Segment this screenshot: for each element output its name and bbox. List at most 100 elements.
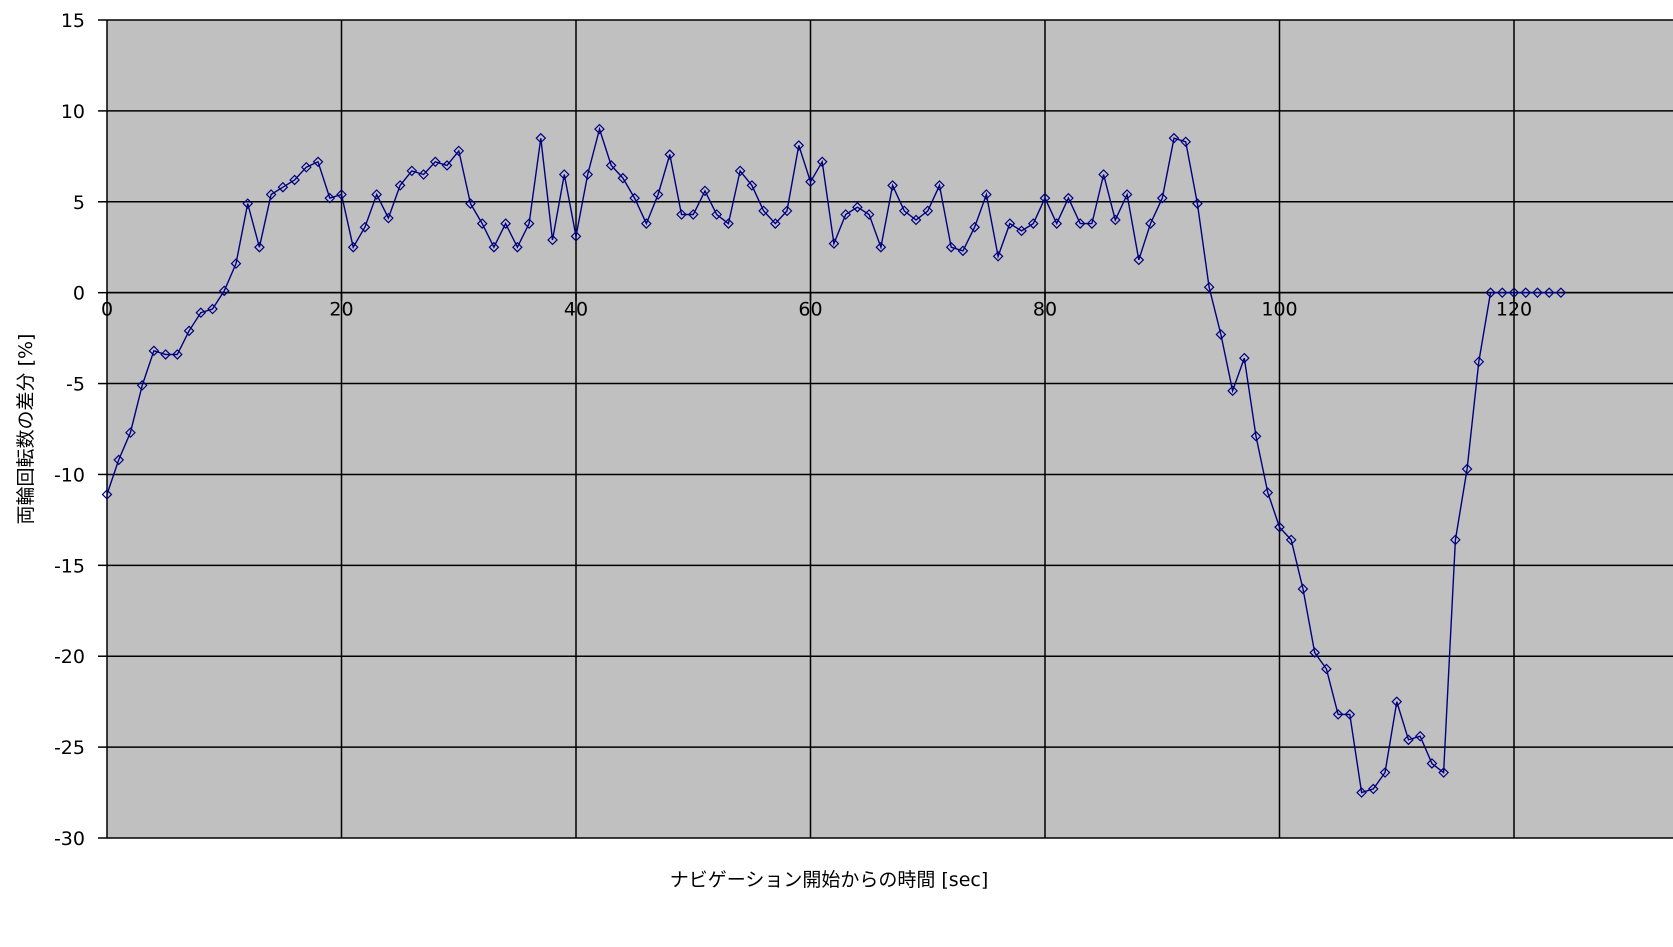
data-point bbox=[1074, 218, 1086, 229]
data-point bbox=[1520, 287, 1532, 299]
data-point bbox=[1297, 583, 1309, 595]
data-point bbox=[523, 218, 535, 229]
data-point bbox=[101, 489, 113, 500]
data-point bbox=[547, 234, 558, 246]
data-point bbox=[324, 192, 336, 204]
data-point bbox=[769, 218, 781, 229]
data-point bbox=[383, 212, 394, 224]
data-point bbox=[863, 209, 875, 220]
data-point bbox=[582, 169, 594, 180]
data-point bbox=[265, 189, 277, 200]
data-point bbox=[1262, 487, 1274, 498]
data-point bbox=[488, 241, 500, 253]
x-tick-label: 100 bbox=[1261, 299, 1297, 321]
data-point bbox=[676, 209, 687, 220]
data-point bbox=[558, 169, 570, 180]
data-point bbox=[570, 230, 582, 242]
data-point bbox=[207, 303, 218, 315]
data-point bbox=[1543, 287, 1555, 299]
axes bbox=[98, 19, 1673, 839]
data-point bbox=[218, 285, 230, 297]
data-point bbox=[711, 209, 723, 220]
data-point bbox=[148, 345, 160, 357]
data-point bbox=[1063, 192, 1074, 204]
y-tick-label: 10 bbox=[61, 101, 85, 123]
data-point bbox=[1473, 356, 1485, 368]
data-point bbox=[172, 349, 183, 360]
data-point bbox=[781, 205, 793, 217]
data-point bbox=[1168, 132, 1180, 144]
data-point bbox=[957, 245, 969, 257]
data-point bbox=[816, 156, 828, 168]
data-point bbox=[1508, 287, 1520, 299]
data-point bbox=[312, 156, 324, 168]
y-tick-labels: 15 10 5 0 -5 -10 -15 -20 -25 -30 bbox=[54, 10, 85, 850]
y-tick-label: -30 bbox=[54, 828, 85, 850]
x-tick-label: 80 bbox=[1033, 299, 1057, 321]
data-point bbox=[1098, 169, 1109, 180]
x-tick-label: 60 bbox=[798, 299, 822, 321]
x-tick-label: 0 bbox=[101, 299, 113, 321]
data-point bbox=[1121, 189, 1133, 200]
data-point bbox=[1051, 218, 1063, 229]
data-point bbox=[1039, 192, 1051, 204]
data-point bbox=[1367, 783, 1379, 795]
data-point bbox=[1332, 709, 1344, 720]
data-point bbox=[289, 174, 300, 186]
data-point bbox=[371, 189, 383, 200]
data-point bbox=[1403, 734, 1414, 746]
data-point bbox=[840, 209, 852, 220]
data-point bbox=[898, 205, 910, 217]
data-point bbox=[160, 349, 171, 360]
data-point bbox=[734, 165, 746, 177]
y-tick-label: 0 bbox=[73, 283, 85, 305]
data-point bbox=[1227, 385, 1238, 397]
data-point bbox=[1532, 287, 1543, 299]
data-point bbox=[1356, 787, 1367, 798]
data-point bbox=[1180, 136, 1192, 148]
data-point bbox=[535, 132, 547, 144]
data-point bbox=[699, 185, 711, 197]
data-point bbox=[1426, 758, 1438, 769]
data-point bbox=[1391, 696, 1403, 708]
data-point bbox=[453, 145, 465, 157]
data-point bbox=[1203, 281, 1215, 293]
y-tick-label: -15 bbox=[54, 555, 85, 577]
y-tick-label: 5 bbox=[73, 192, 85, 214]
x-tick-label: 40 bbox=[564, 299, 588, 321]
data-point bbox=[1145, 218, 1156, 229]
data-point bbox=[1450, 534, 1461, 546]
x-axis-title: ナビゲーション開始からの時間 [sec] bbox=[670, 869, 989, 891]
data-point bbox=[981, 189, 992, 200]
data-point bbox=[805, 176, 816, 188]
data-point bbox=[992, 250, 1004, 262]
data-point bbox=[1496, 287, 1508, 299]
data-point bbox=[828, 238, 840, 249]
data-point bbox=[394, 180, 406, 191]
data-point bbox=[1461, 463, 1473, 475]
y-tick-label: -20 bbox=[54, 646, 85, 668]
y-tick-label: -25 bbox=[54, 737, 85, 759]
data-point bbox=[617, 172, 629, 184]
data-point bbox=[336, 189, 347, 200]
data-point bbox=[664, 149, 676, 160]
data-point bbox=[277, 181, 289, 193]
data-point bbox=[934, 180, 945, 191]
data-point bbox=[1274, 521, 1285, 533]
data-point bbox=[1027, 218, 1039, 229]
data-point bbox=[476, 218, 488, 229]
data-point bbox=[746, 180, 758, 191]
data-point bbox=[1485, 287, 1496, 299]
data-point bbox=[136, 380, 148, 391]
data-point bbox=[512, 241, 523, 253]
data-point bbox=[1215, 329, 1227, 340]
data-point bbox=[1238, 352, 1250, 364]
data-point bbox=[793, 140, 805, 151]
data-point bbox=[195, 307, 207, 319]
y-tick-label: -10 bbox=[54, 464, 85, 486]
data-point bbox=[429, 156, 441, 168]
data-point bbox=[465, 198, 476, 209]
data-series bbox=[101, 123, 1567, 798]
y-tick-label: 15 bbox=[61, 10, 85, 32]
